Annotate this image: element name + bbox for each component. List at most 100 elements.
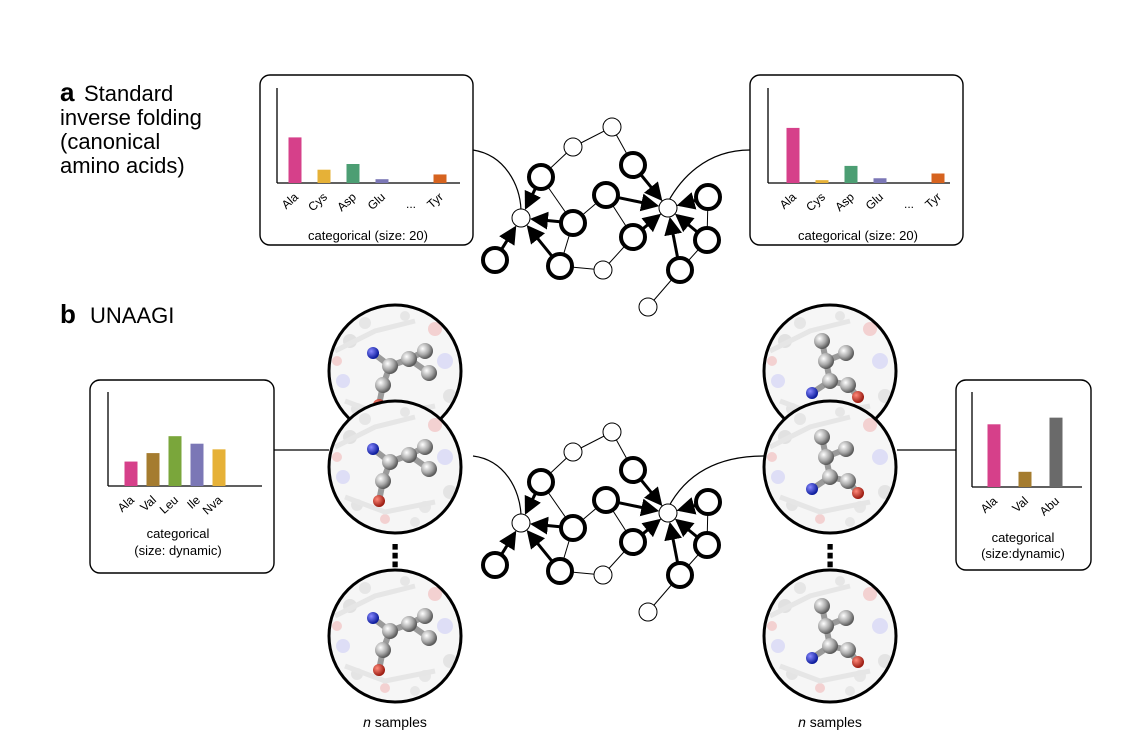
- chart-caption-a-right: categorical (size: 20): [798, 228, 918, 243]
- connector-b-mid-right: [667, 455, 765, 509]
- graph-node: [658, 198, 678, 218]
- graph-arrow: [664, 216, 682, 258]
- graph-node: [546, 252, 574, 280]
- graph-node: [602, 117, 622, 137]
- graph-network-b: [481, 422, 722, 622]
- sample-circle-outline: [327, 399, 463, 535]
- graph-node: [619, 223, 647, 251]
- samples-label-right-n: n: [798, 714, 806, 730]
- graph-node: [511, 513, 531, 533]
- molecule-samples: [327, 303, 898, 704]
- graph-node: [563, 137, 583, 157]
- graph-node: [619, 456, 647, 484]
- molecule-sample: [327, 399, 463, 535]
- sample-circle-outline: [327, 568, 463, 704]
- tick-label: ...: [904, 197, 914, 211]
- bar-ala: [288, 137, 302, 183]
- graph-node: [593, 565, 613, 585]
- graph-arrow: [676, 497, 697, 515]
- graph-node: [693, 226, 721, 254]
- sample-circle-outline: [762, 399, 898, 535]
- bar-tyr: [433, 174, 447, 183]
- bar-glu: [375, 179, 389, 183]
- graph-arrow: [640, 174, 663, 202]
- section-b-label: b UNAAGI: [60, 299, 174, 329]
- section-a-title-line-3: (canonical: [60, 129, 160, 154]
- molecule-sample: [327, 568, 463, 704]
- samples-label-right-text: samples: [806, 714, 862, 730]
- tick-label: ...: [406, 197, 416, 211]
- samples-label-right: n samples: [798, 714, 862, 730]
- graph-arrow: [499, 530, 517, 555]
- section-a-letter: a: [60, 77, 75, 107]
- graph-arrow: [618, 193, 660, 212]
- bar-ile: [190, 443, 204, 486]
- graph-node: [638, 297, 658, 317]
- graph-node: [527, 468, 555, 496]
- graph-node: [694, 488, 722, 516]
- graph-node: [592, 486, 620, 514]
- bar-abu: [1049, 417, 1063, 487]
- graph-node: [563, 442, 583, 462]
- graph-arrow: [529, 516, 561, 535]
- bar-asp: [346, 164, 360, 183]
- ellipsis-right: ⋮: [815, 540, 845, 573]
- bar-cys: [317, 169, 331, 183]
- graph-node: [638, 602, 658, 622]
- graph-arrow: [526, 224, 553, 257]
- molecule-sample: [762, 568, 898, 704]
- graph-node: [481, 246, 509, 274]
- chart-box-a-left: [259, 74, 474, 246]
- samples-label-left-n: n: [363, 714, 371, 730]
- section-b-letter: b: [60, 299, 76, 329]
- graph-arrow: [674, 213, 698, 233]
- chart-caption-b-right-line-1: categorical: [992, 530, 1055, 545]
- bar-nva: [212, 449, 226, 486]
- samples-label-left: n samples: [363, 714, 427, 730]
- graph-arrow: [640, 479, 663, 507]
- graph-node: [559, 209, 587, 237]
- graph-arrow: [664, 521, 682, 563]
- section-b-title: UNAAGI: [90, 303, 174, 328]
- chart-caption-b-left-line-2: (size: dynamic): [134, 543, 221, 558]
- graph-node: [546, 557, 574, 585]
- bar-leu: [168, 436, 182, 486]
- connector-b-mid-left: [472, 455, 522, 516]
- graph-arrow: [641, 518, 662, 538]
- section-a-label: a Standard inverse folding (canonical am…: [60, 77, 202, 178]
- graph-node: [481, 551, 509, 579]
- bar-tyr: [931, 173, 945, 183]
- graph-arrow: [618, 498, 660, 517]
- chart-box-a-right: [749, 74, 964, 246]
- graph-node: [694, 183, 722, 211]
- graph-node: [592, 181, 620, 209]
- graph-arrow: [529, 211, 561, 230]
- samples-label-left-text: samples: [371, 714, 427, 730]
- graph-node: [559, 514, 587, 542]
- bar-ala: [124, 461, 138, 486]
- chart-caption-b-left-line-1: categorical: [147, 526, 210, 541]
- molecule-sample: [762, 399, 898, 535]
- graph-node: [693, 531, 721, 559]
- graph-node: [666, 256, 694, 284]
- graph-node: [666, 561, 694, 589]
- bar-ala: [987, 424, 1001, 487]
- graph-node: [593, 260, 613, 280]
- graph-arrow: [674, 518, 698, 538]
- graph-network-a: [481, 117, 722, 317]
- graph-arrow: [499, 225, 517, 250]
- chart-caption-a-left: categorical (size: 20): [308, 228, 428, 243]
- bar-val: [146, 453, 160, 486]
- graph-arrow: [676, 192, 697, 210]
- ellipsis-left: ⋮: [380, 540, 410, 573]
- section-a-title-line-1: Standard: [84, 81, 173, 106]
- connector-a-right: [667, 149, 751, 203]
- graph-arrow: [641, 213, 662, 233]
- section-a-title-line-2: inverse folding: [60, 105, 202, 130]
- graph-node: [658, 503, 678, 523]
- graph-arrow: [524, 493, 541, 515]
- bar-glu: [873, 178, 887, 183]
- graph-node: [527, 163, 555, 191]
- bar-asp: [844, 165, 858, 183]
